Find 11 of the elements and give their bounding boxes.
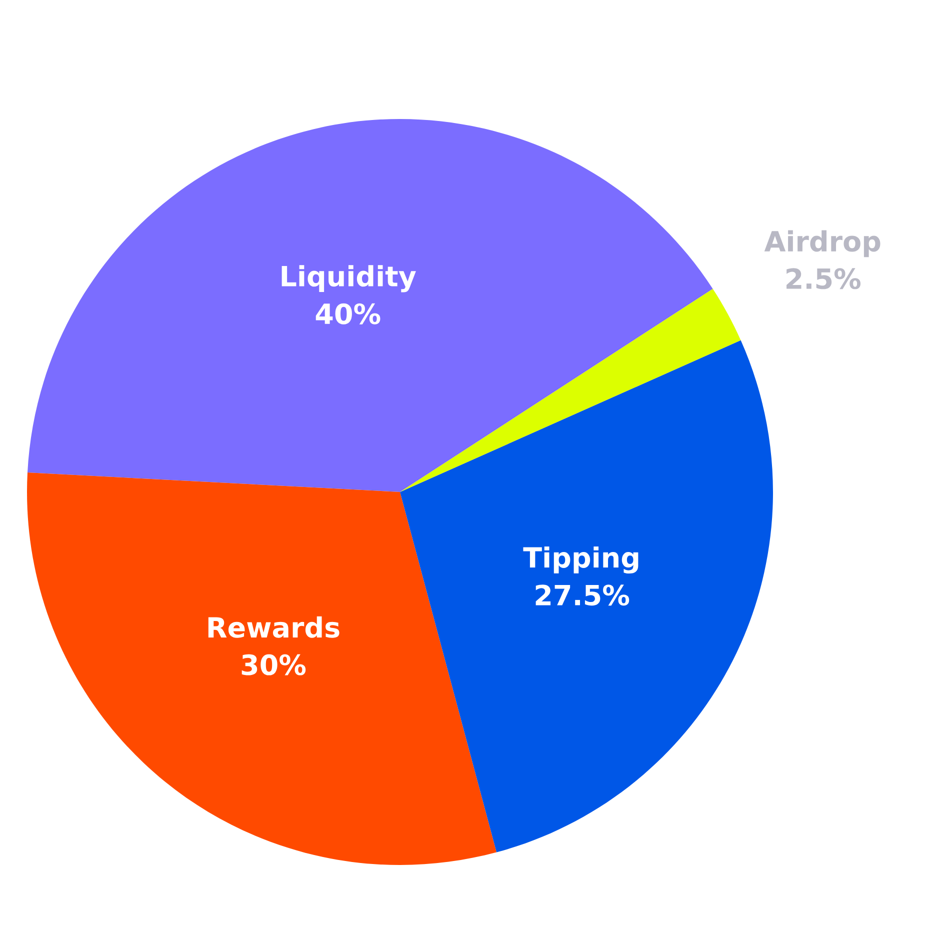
slice-label: Liquidity <box>282 265 416 292</box>
pie-slice <box>400 340 773 852</box>
data-label: 27.5% <box>536 584 630 606</box>
data-label: 40% <box>316 303 380 324</box>
slice-label: Rewards <box>208 616 340 638</box>
pie-slice <box>27 472 497 865</box>
slice-label: Tipping <box>523 546 638 574</box>
data-label: 30% <box>242 654 306 676</box>
data-label: 2.5% <box>786 268 860 290</box>
slice-label: Airdrop <box>764 230 880 258</box>
pie-slice <box>28 119 713 492</box>
